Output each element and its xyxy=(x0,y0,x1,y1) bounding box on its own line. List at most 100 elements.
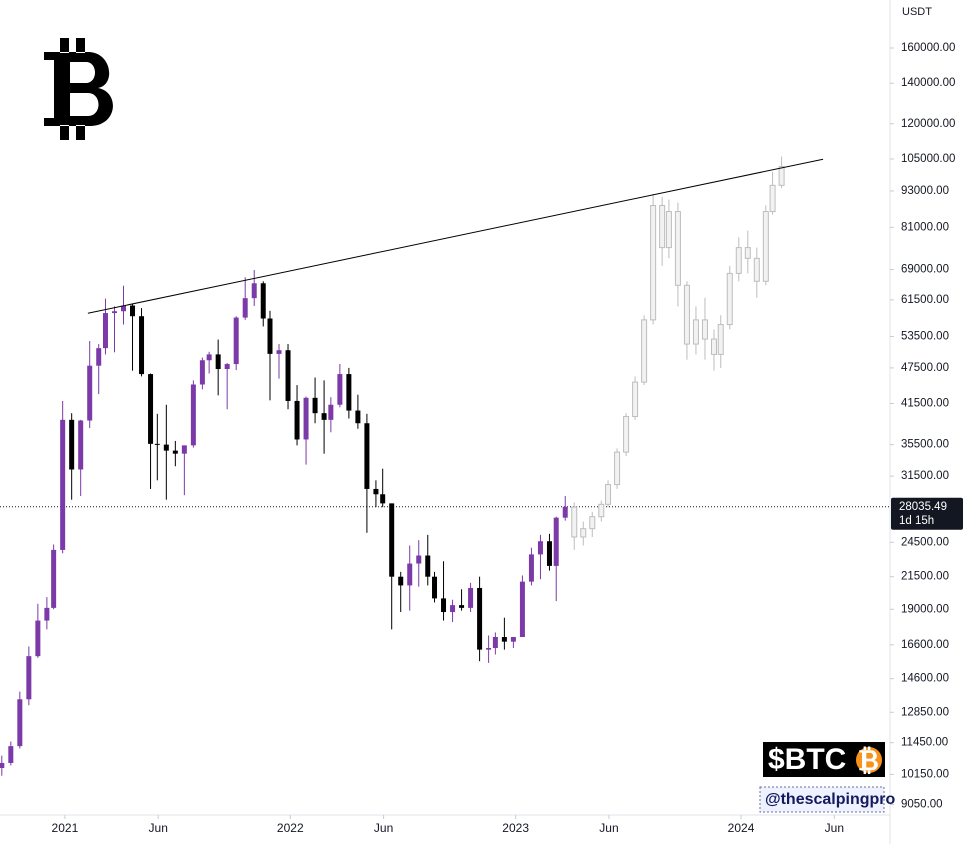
candle-body xyxy=(528,554,534,582)
candle-body xyxy=(614,451,621,486)
candle-body xyxy=(580,528,587,538)
candle-body xyxy=(139,316,145,375)
candle-body xyxy=(762,211,769,282)
candle-body xyxy=(380,494,386,504)
y-tick-label: 21500.00 xyxy=(901,571,949,583)
x-tick-label: 2023 xyxy=(502,821,529,835)
y-tick-label: 31500.00 xyxy=(901,470,949,482)
y-tick-label: 16600.00 xyxy=(901,639,949,651)
candle-body xyxy=(692,319,699,345)
candle-body xyxy=(130,305,136,317)
candle-body xyxy=(364,423,370,489)
candle-body xyxy=(562,506,568,518)
candle-body xyxy=(486,648,492,650)
handle: @thescalpingpro xyxy=(765,791,896,808)
badge: $BTC @thescalpingpro xyxy=(759,742,896,813)
candle-body xyxy=(407,563,413,586)
candle-body xyxy=(735,247,742,274)
candle-body xyxy=(190,384,196,446)
x-tick-label: Jun xyxy=(149,821,168,835)
y-tick-label: 140000.00 xyxy=(901,77,955,89)
price-label: 28035.49 xyxy=(899,501,947,513)
x-tick-label: Jun xyxy=(825,821,844,835)
candle-body xyxy=(717,324,724,355)
y-tick-label: 24500.00 xyxy=(901,536,949,548)
candle-body xyxy=(701,319,708,340)
candle-body xyxy=(726,272,733,326)
y-tick-label: 9050.00 xyxy=(901,799,943,811)
candle-body xyxy=(432,576,438,599)
candle-body xyxy=(8,746,14,763)
y-tick-label: 53500.00 xyxy=(901,331,949,343)
candle-body xyxy=(553,517,559,566)
candle-body xyxy=(199,360,205,385)
candle-body xyxy=(121,305,127,312)
candle-body xyxy=(346,374,352,411)
candle-body xyxy=(416,555,422,564)
candle-body xyxy=(78,420,84,470)
candle-body xyxy=(537,541,543,555)
y-tick-label: 14600.00 xyxy=(901,673,949,685)
candle-body xyxy=(51,549,57,608)
candle-body xyxy=(389,503,395,577)
candle-body xyxy=(571,506,578,538)
candle-body xyxy=(769,184,776,213)
x-tick-label: 2021 xyxy=(52,821,79,835)
y-tick-label: 35500.00 xyxy=(901,439,949,451)
candle-body xyxy=(35,620,41,657)
y-tick-label: 160000.00 xyxy=(901,42,955,54)
candle-body xyxy=(260,283,266,319)
candle-body xyxy=(641,319,648,383)
candle-body xyxy=(441,598,447,613)
y-tick-label: 81000.00 xyxy=(901,221,949,233)
candle-body xyxy=(477,587,483,650)
candle-body xyxy=(519,581,525,638)
candle-body xyxy=(650,204,657,321)
candle-body xyxy=(285,350,291,401)
candle-body xyxy=(17,699,23,747)
candle-body xyxy=(753,257,760,282)
candle-body xyxy=(251,283,257,299)
candle-body xyxy=(598,503,605,518)
candle-body xyxy=(0,762,5,768)
y-tick-label: 69000.00 xyxy=(901,264,949,276)
candle-body xyxy=(267,318,273,354)
candle-body xyxy=(459,605,465,608)
candle-body xyxy=(328,404,334,420)
candle-body xyxy=(425,555,431,577)
candle-body xyxy=(665,211,672,249)
candle-body xyxy=(744,247,751,259)
candle-body xyxy=(172,450,178,454)
candle-body xyxy=(154,443,160,445)
handle-box xyxy=(759,786,885,813)
candle-body xyxy=(303,397,309,440)
candle-body xyxy=(276,350,282,354)
y-tick-label: 19000.00 xyxy=(901,603,949,615)
candle-body xyxy=(233,317,239,365)
candle-body xyxy=(224,364,230,370)
candle-body xyxy=(87,365,93,421)
trendline xyxy=(87,158,824,314)
candle-body xyxy=(337,374,343,405)
y-tick-label: 47500.00 xyxy=(901,362,949,374)
candle-body xyxy=(683,284,690,345)
y-tick-label: 41500.00 xyxy=(901,398,949,410)
x-tick-label: 2022 xyxy=(277,821,304,835)
candle-body xyxy=(510,637,516,642)
y-tick-label: 120000.00 xyxy=(901,118,955,130)
candle-body xyxy=(468,587,474,608)
candle-body xyxy=(492,637,498,649)
candle-body xyxy=(148,374,154,444)
candle-body xyxy=(659,204,666,249)
candle-body xyxy=(163,444,169,451)
y-tick-label: 61500.00 xyxy=(901,294,949,306)
x-tick-label: Jun xyxy=(374,821,393,835)
candle-body xyxy=(355,410,361,424)
y-tick-label: 10150.00 xyxy=(901,768,949,780)
candle-body xyxy=(215,354,221,370)
price-label-box xyxy=(891,497,963,530)
candle-body xyxy=(632,381,639,417)
candle-body xyxy=(623,415,630,453)
